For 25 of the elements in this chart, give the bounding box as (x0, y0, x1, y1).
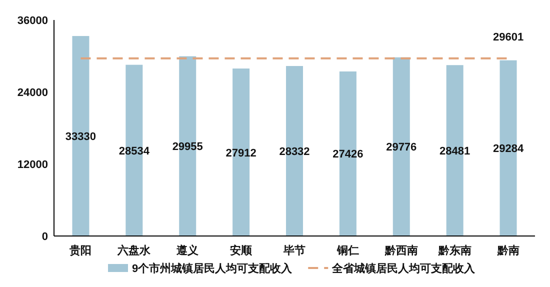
data-label: 33330 (65, 131, 96, 144)
x-tick-label: 黔南 (496, 244, 520, 257)
x-tick-label: 六盘水 (116, 244, 152, 257)
data-label: 29776 (386, 142, 417, 154)
x-tick-label: 贵阳 (68, 244, 92, 257)
data-label: 27426 (332, 148, 364, 161)
x-tick-label: 遵义 (176, 244, 200, 257)
x-tick-label: 黔西南 (384, 244, 418, 257)
data-label: 29284 (492, 143, 524, 156)
data-label: 28481 (440, 146, 470, 158)
data-label: 27912 (226, 147, 256, 160)
x-tick-label: 黔东南 (437, 244, 472, 257)
legend-label: 全省城镇居民人均可支配收入 (331, 262, 476, 275)
y-tick-label: 24000 (17, 87, 48, 99)
x-tick-label: 安顺 (230, 244, 254, 257)
y-tick-label: 36000 (17, 15, 48, 27)
data-label: 29955 (172, 141, 203, 154)
data-label: 29601 (492, 31, 524, 44)
legend-label: 9个市州城镇居民人均可支配收入 (132, 262, 294, 275)
x-tick-label: 铜仁 (336, 245, 359, 257)
y-tick-label: 0 (42, 231, 48, 243)
data-label: 28332 (279, 146, 310, 158)
y-tick-label: 12000 (17, 159, 48, 171)
data-label: 28534 (118, 145, 150, 158)
x-tick-label: 毕节 (282, 244, 306, 257)
